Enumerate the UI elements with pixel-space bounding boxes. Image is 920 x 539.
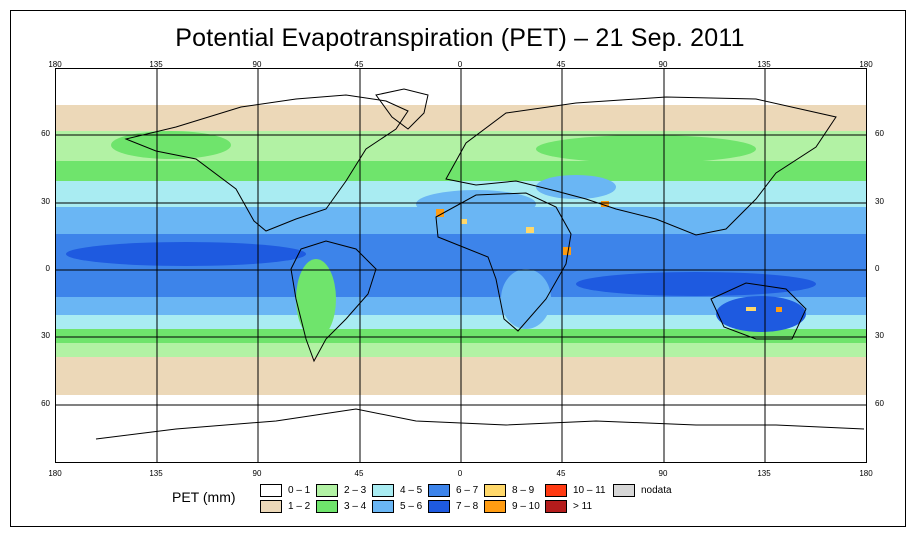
pet-map (55, 68, 867, 463)
lat-tick-left-3: 0 (45, 264, 50, 273)
legend-label-6: 6 – 7 (456, 485, 479, 496)
patch-southern-africa (501, 269, 551, 329)
hotspot-horn-of-africa (563, 247, 571, 255)
legend-swatch-1 (260, 500, 282, 513)
legend-swatch-8 (484, 484, 506, 497)
lon-tick-top-9: 180 (859, 60, 873, 69)
coast-north-america (124, 94, 409, 232)
legend-label-5: 5 – 6 (400, 501, 423, 512)
lat-tick-left-2: 30 (41, 197, 50, 206)
lat-tick-right-1: 60 (875, 129, 884, 138)
map-canvas (56, 69, 866, 462)
legend-swatch-10 (545, 484, 567, 497)
coast-south-america (290, 240, 377, 363)
lon-tick-top-7: 90 (658, 60, 668, 69)
legend-swatch-6 (428, 484, 450, 497)
patch-asia (536, 135, 756, 163)
lat-tick-right-4: 30 (875, 331, 884, 340)
legend-label-1: 1 – 2 (288, 501, 311, 512)
lon-tick-bottom-1: 180 (48, 469, 62, 478)
lon-tick-bottom-3: 90 (252, 469, 262, 478)
hotspot-australia (776, 307, 782, 312)
lon-tick-top-6: 45 (556, 60, 566, 69)
legend-swatch-11 (545, 500, 567, 513)
legend-swatch-12 (613, 484, 635, 497)
lat-tick-left-1: 60 (41, 129, 50, 138)
lon-tick-top-4: 45 (354, 60, 364, 69)
hotspot-sudan (526, 227, 534, 233)
legend-swatch-2 (316, 484, 338, 497)
hotspot-arabia (601, 201, 609, 207)
lon-tick-bottom-2: 135 (149, 469, 163, 478)
legend-swatch-7 (428, 500, 450, 513)
coast-eurasia (445, 96, 837, 236)
patch-south-america (296, 259, 336, 339)
lon-tick-bottom-8: 135 (757, 469, 771, 478)
coast-australia (710, 282, 807, 340)
legend-label-3: 3 – 4 (344, 501, 367, 512)
legend-swatch-0 (260, 484, 282, 497)
lon-tick-top-1: 180 (48, 60, 62, 69)
legend-label-11: > 11 (573, 501, 592, 512)
hotspot-west-africa (436, 209, 444, 217)
lon-tick-bottom-5: 0 (457, 469, 463, 478)
patch-north-america (111, 131, 231, 159)
legend-label-0: 0 – 1 (288, 485, 311, 496)
coast-africa (435, 192, 572, 332)
legend-swatch-4 (372, 484, 394, 497)
patch-east-pacific (66, 242, 306, 266)
map-title: Potential Evapotranspiration (PET) – 21 … (175, 24, 745, 52)
lat-tick-right-2: 30 (875, 197, 884, 206)
coast-antarctica (95, 408, 865, 440)
lat-tick-left-5: 60 (41, 399, 50, 408)
lon-tick-top-2: 135 (149, 60, 163, 69)
legend-swatch-5 (372, 500, 394, 513)
lon-tick-bottom-9: 180 (859, 469, 873, 478)
patch-sahara (416, 190, 536, 218)
figure-frame (10, 10, 906, 527)
legend-label-10: 10 – 11 (573, 485, 606, 496)
legend-label-8: 8 – 9 (512, 485, 535, 496)
lat-tick-left-4: 30 (41, 331, 50, 340)
graticule (56, 69, 866, 462)
legend-label-12: nodata (641, 485, 672, 496)
coast-greenland (375, 88, 429, 130)
legend-label-2: 2 – 3 (344, 485, 367, 496)
legend-label-7: 7 – 8 (456, 501, 479, 512)
legend-label-4: 4 – 5 (400, 485, 423, 496)
patch-middle-east (536, 175, 616, 199)
legend-swatch-9 (484, 500, 506, 513)
legend-title: PET (mm) (172, 489, 236, 505)
lon-tick-top-8: 135 (757, 60, 771, 69)
pet-patches (66, 131, 816, 339)
legend-label-9: 9 – 10 (512, 501, 540, 512)
lon-tick-bottom-6: 45 (556, 469, 566, 478)
lon-tick-bottom-4: 45 (354, 469, 364, 478)
lat-tick-right-5: 60 (875, 399, 884, 408)
lat-tick-right-3: 0 (875, 264, 880, 273)
hotspot-australia-west (746, 307, 756, 311)
lon-tick-top-5: 0 (457, 60, 463, 69)
lon-tick-bottom-7: 90 (658, 469, 668, 478)
lon-tick-top-3: 90 (252, 60, 262, 69)
patch-australia (716, 296, 806, 332)
pet-hotspots (436, 201, 782, 312)
patch-indian-ocean (576, 272, 816, 296)
legend-swatch-3 (316, 500, 338, 513)
hotspot-sahara (461, 219, 467, 224)
